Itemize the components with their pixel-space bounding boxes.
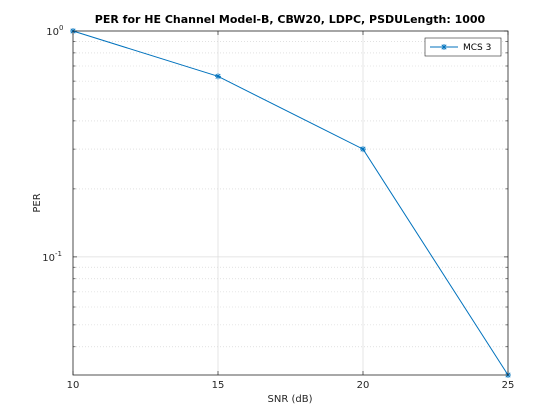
legend-marker-glyph (441, 44, 447, 50)
y-tick-label-exponent: -1 (55, 250, 62, 258)
x-tick-labels: 10 15 20 25 (67, 380, 515, 391)
legend-series-marker (441, 44, 447, 50)
marker-stroke (441, 44, 447, 50)
series-line-0 (72, 30, 509, 376)
y-axis-label: PER (32, 193, 43, 212)
x-tick-label: 10 (67, 380, 80, 391)
y-tick-label: 10 -1 (42, 250, 62, 264)
plot-area (70, 28, 511, 378)
axes-background (73, 31, 508, 375)
x-tick-label: 20 (357, 380, 370, 391)
data-point-marker (360, 146, 366, 153)
y-tick-label-exponent: 0 (59, 24, 63, 32)
y-tick-label-base: 10 (46, 27, 59, 38)
legend-box (424, 37, 502, 57)
marker-stroke (360, 146, 366, 152)
legend: MCS 3 (424, 37, 502, 57)
legend-series-label: MCS 3 (463, 43, 491, 53)
axes-box (72, 30, 509, 376)
y-tick-label: 10 0 (46, 24, 63, 38)
chart-title: PER for HE Channel Model-B, CBW20, LDPC,… (95, 13, 486, 26)
x-tick-label: 25 (502, 380, 515, 391)
x-tick-label: 15 (212, 380, 225, 391)
y-tick-label-base: 10 (42, 253, 55, 264)
x-axis-label: SNR (dB) (268, 394, 313, 405)
data-point-marker (215, 73, 221, 80)
marker-stroke (215, 73, 221, 79)
